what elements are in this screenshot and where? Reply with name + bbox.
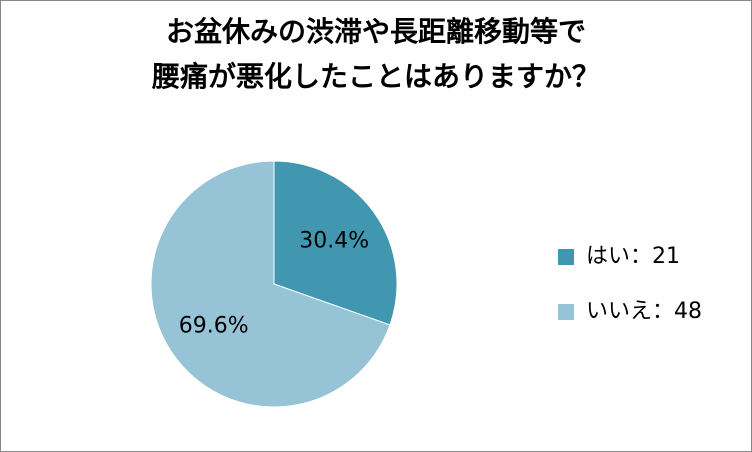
- legend-label: はい：21: [586, 244, 680, 269]
- chart-title: 腰痛が悪化したことはありますか？: [151, 60, 600, 93]
- pie-slice: [150, 160, 391, 408]
- data-label: 69.6%: [179, 314, 249, 339]
- data-label: 30.4%: [299, 228, 369, 253]
- legend-label: いいえ：48: [586, 299, 702, 324]
- legend-swatch: [558, 304, 574, 320]
- chart-title: お盆休みの渋滞や長距離移動等で: [166, 15, 586, 48]
- legend-swatch: [558, 249, 574, 265]
- pie-slice: [273, 160, 398, 326]
